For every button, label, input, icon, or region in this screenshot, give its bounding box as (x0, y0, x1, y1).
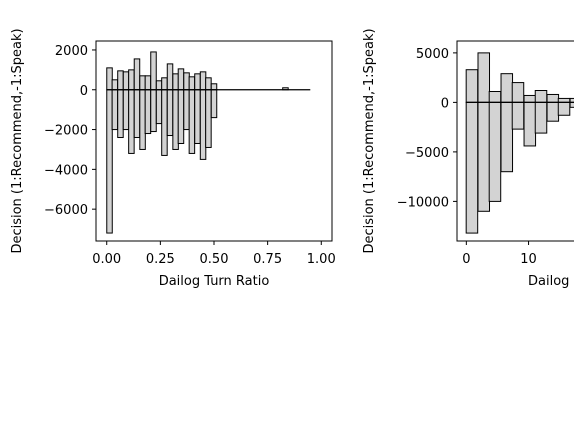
right-bar-s0-1 (477, 52, 491, 103)
left-bar-s1-15 (188, 89, 196, 154)
left-bar-s1-6 (139, 89, 146, 150)
left-ytick-label-1: 0 (80, 84, 88, 99)
left-bar-s1-19 (210, 89, 218, 119)
left-ytick-label-3: −4000 (44, 163, 88, 178)
left-bar-s1-10 (161, 89, 168, 156)
right-x-ticks: 0 10 (462, 241, 537, 267)
left-bar-s1-2 (117, 89, 124, 139)
left-bar-s0-5 (133, 58, 141, 91)
right-ytick-label-1: 0 (441, 96, 449, 111)
left-bar-s1-12 (172, 89, 179, 150)
right-x-axis-label: Dailog (528, 274, 569, 289)
left-ytick-label-2: −2000 (44, 124, 88, 139)
left-chart: 0.00 0.25 0.50 0.75 1.00 2000 0 −2000 −4000 −600… (10, 28, 336, 289)
left-bar-s1-16 (194, 89, 201, 144)
left-bar-s0-12 (172, 73, 179, 91)
right-bar-s1-2 (488, 101, 502, 202)
left-bar-s1-11 (166, 89, 174, 137)
right-bar-s0-0 (465, 69, 479, 103)
right-bar-s0-6 (534, 90, 548, 103)
left-xtick-label-0: 0.00 (92, 252, 121, 267)
left-bar-s1-0 (106, 89, 113, 234)
left-bar-s0-13 (177, 68, 185, 91)
right-bar-s0-9 (569, 97, 574, 103)
left-xtick-label-3: 0.75 (253, 252, 282, 267)
left-bar-s0-8 (150, 51, 157, 91)
right-bar-s0-4 (511, 82, 525, 103)
left-bar-s1-3 (122, 89, 130, 131)
right-xtick-label-0: 0 (462, 252, 470, 267)
right-chart: 0 10 5000 0 −5000 −10000 Dailog Decision (1:… (362, 28, 574, 289)
left-bar-s0-15 (188, 76, 196, 91)
right-bar-s0-7 (546, 93, 560, 103)
left-bar-s0-17 (199, 71, 207, 91)
right-ytick-label-2: −5000 (405, 146, 449, 161)
left-bar-s0-2 (117, 70, 124, 91)
left-bar-s1-7 (144, 89, 152, 135)
left-bar-s0-6 (139, 75, 146, 91)
right-ytick-label-3: −10000 (397, 195, 449, 210)
left-x-axis-label: Dailog Turn Ratio (159, 274, 270, 289)
left-bar-s1-9 (155, 89, 163, 125)
left-bar-s1-8 (150, 89, 157, 133)
left-bar-s1-17 (199, 89, 207, 160)
right-bar-s1-5 (523, 101, 537, 147)
left-bar-s1-4 (128, 89, 135, 154)
left-bar-s1-1 (111, 89, 119, 131)
right-bar-s1-7 (546, 101, 560, 122)
right-ytick-label-0: 5000 (416, 47, 449, 62)
right-bar-s1-3 (500, 101, 514, 173)
right-axes-frame (456, 40, 574, 242)
left-bar-s0-18 (205, 77, 212, 91)
left-bar-s1-5 (133, 89, 141, 139)
left-bar-s1-13 (177, 89, 185, 144)
left-bar-s0-0 (106, 67, 113, 91)
left-bar-s0-10 (161, 77, 168, 91)
left-bar-s0-14 (183, 72, 190, 91)
left-bar-s0-19 (210, 83, 218, 91)
right-bar-s1-6 (534, 101, 548, 134)
left-xtick-label-1: 0.25 (146, 252, 175, 267)
right-bar-s0-5 (523, 94, 537, 103)
left-bar-s0-4 (128, 69, 135, 91)
left-bar-s0-9 (155, 80, 163, 91)
left-bar-s0-7 (144, 75, 152, 91)
right-bar-s0-3 (500, 73, 514, 103)
right-bar-s1-9 (569, 101, 574, 108)
right-bar-s1-8 (557, 101, 571, 116)
right-bar-s0-2 (488, 90, 502, 103)
left-x-ticks: 0.00 0.25 0.50 0.75 1.00 (92, 241, 336, 267)
right-y-ticks: 5000 0 −5000 −10000 (397, 47, 457, 210)
right-bar-s1-0 (465, 101, 479, 234)
left-y-ticks: 2000 0 −2000 −4000 −6000 (44, 44, 96, 218)
left-ytick-label-4: −6000 (44, 203, 88, 218)
left-bar-s1-14 (183, 89, 190, 131)
left-bar-s0-3 (122, 71, 130, 91)
left-xtick-label-2: 0.50 (200, 252, 229, 267)
left-y-axis-label: Decision (1:Recommend,-1:Speak) (10, 28, 25, 253)
right-y-axis-label: Decision (1:Recommend,-1:Speak) (362, 28, 377, 253)
left-bar-s0-1 (111, 79, 119, 91)
left-bar-s0-11 (166, 63, 174, 91)
left-ytick-label-0: 2000 (55, 44, 88, 59)
right-bar-s1-1 (477, 101, 491, 212)
right-xtick-label-1: 10 (520, 252, 537, 267)
left-xtick-label-4: 1.00 (307, 252, 336, 267)
left-bar-s0-16 (194, 73, 201, 91)
left-bar-s1-18 (205, 89, 212, 148)
right-bar-s1-4 (511, 101, 525, 130)
